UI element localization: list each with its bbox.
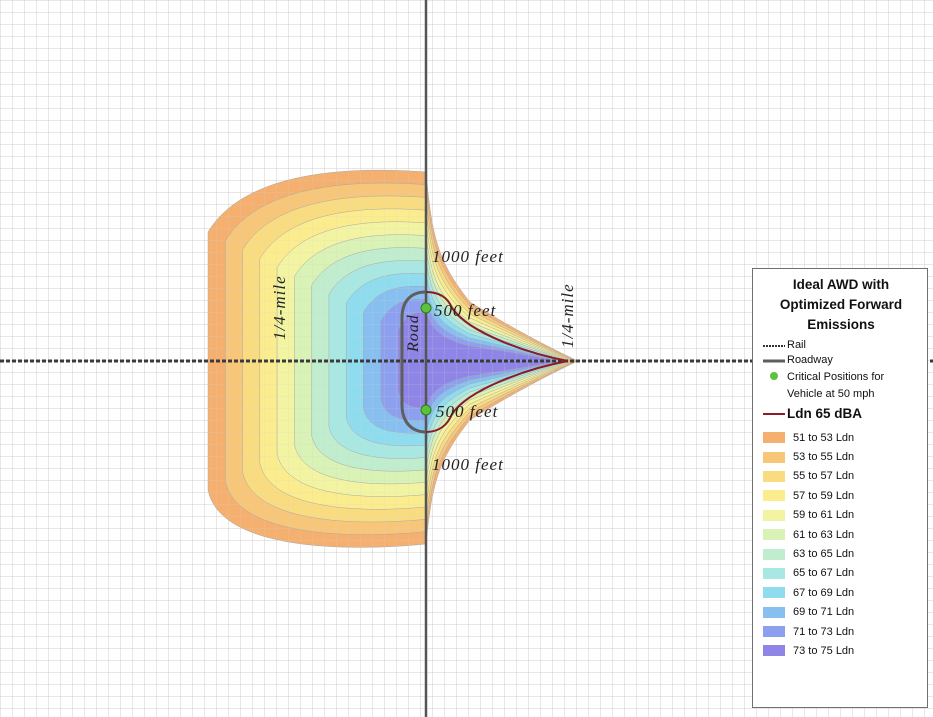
critical-position-north (420, 302, 432, 314)
legend-band-label: 65 to 67 Ldn (793, 567, 855, 580)
quarter-mile-right-label: 1/4-mile (558, 283, 577, 348)
legend-bands: 51 to 53 Ldn 53 to 55 Ldn 55 to 57 Ldn 57 t… (761, 428, 921, 661)
roadway-line-icon (761, 354, 787, 367)
color-swatch-icon (763, 470, 785, 482)
green-dot-icon (761, 369, 787, 382)
roadway-segment (400, 290, 427, 434)
color-swatch-icon (763, 645, 785, 657)
legend-band: 55 to 57 Ldn (761, 467, 921, 486)
color-swatch-icon (763, 509, 785, 521)
color-swatch-icon (763, 587, 785, 599)
legend-band: 63 to 65 Ldn (761, 544, 921, 563)
critical-position-south (420, 404, 432, 416)
legend-item-roadway: Roadway (761, 354, 921, 367)
legend-band: 57 to 59 Ldn (761, 486, 921, 505)
red-line-icon (761, 406, 787, 422)
legend-band-label: 69 to 71 Ldn (793, 606, 855, 619)
legend-band: 73 to 75 Ldn (761, 641, 921, 660)
legend-label: Rail (787, 339, 806, 351)
legend-band-label: 53 to 55 Ldn (793, 451, 855, 464)
legend-item-ldn65: Ldn 65 dBA (761, 406, 921, 422)
legend-item-rail: Rail (761, 339, 921, 352)
feet-1000-top-label: 1000 feet (432, 247, 504, 266)
color-swatch-icon (763, 548, 785, 560)
legend-band-label: 59 to 61 Ldn (793, 509, 855, 522)
color-swatch-icon (763, 626, 785, 638)
color-swatch-icon (763, 606, 785, 618)
legend-band-label: 55 to 57 Ldn (793, 470, 855, 483)
legend-band-label: 71 to 73 Ldn (793, 625, 855, 638)
legend-band-label: 73 to 75 Ldn (793, 644, 855, 657)
color-swatch-icon (763, 432, 785, 444)
color-swatch-icon (763, 567, 785, 579)
legend-band-label: 57 to 59 Ldn (793, 489, 855, 502)
rail-line-icon (761, 339, 787, 352)
legend-band-label: 51 to 53 Ldn (793, 431, 855, 444)
legend-item-critical: Critical Positions for Vehicle at 50 mph (761, 369, 921, 403)
legend-band: 61 to 63 Ldn (761, 525, 921, 544)
legend-band-label: 63 to 65 Ldn (793, 548, 855, 561)
legend-band: 59 to 61 Ldn (761, 506, 921, 525)
feet-1000-bottom-label: 1000 feet (432, 455, 504, 474)
legend-band: 71 to 73 Ldn (761, 622, 921, 641)
legend-label: Ldn 65 dBA (787, 406, 863, 421)
feet-500-top-label: 500 feet (434, 301, 497, 320)
legend-band: 51 to 53 Ldn (761, 428, 921, 447)
legend-label: Roadway (787, 354, 833, 366)
color-swatch-icon (763, 529, 785, 541)
legend-band: 69 to 71 Ldn (761, 603, 921, 622)
legend-band: 53 to 55 Ldn (761, 447, 921, 466)
legend-title: Ideal AWD with Optimized Forward Emissio… (779, 277, 903, 332)
legend: Ideal AWD with Optimized Forward Emissio… (752, 268, 928, 708)
road-label: Road (405, 314, 422, 353)
legend-band: 65 to 67 Ldn (761, 564, 921, 583)
feet-500-bottom-label: 500 feet (436, 402, 499, 421)
legend-band-label: 61 to 63 Ldn (793, 528, 855, 541)
legend-band-label: 67 to 69 Ldn (793, 586, 855, 599)
legend-band: 67 to 69 Ldn (761, 583, 921, 602)
color-swatch-icon (763, 490, 785, 502)
quarter-mile-left-label: 1/4-mile (270, 275, 289, 340)
color-swatch-icon (763, 451, 785, 463)
legend-label: Critical Positions for Vehicle at 50 mph (787, 371, 885, 400)
